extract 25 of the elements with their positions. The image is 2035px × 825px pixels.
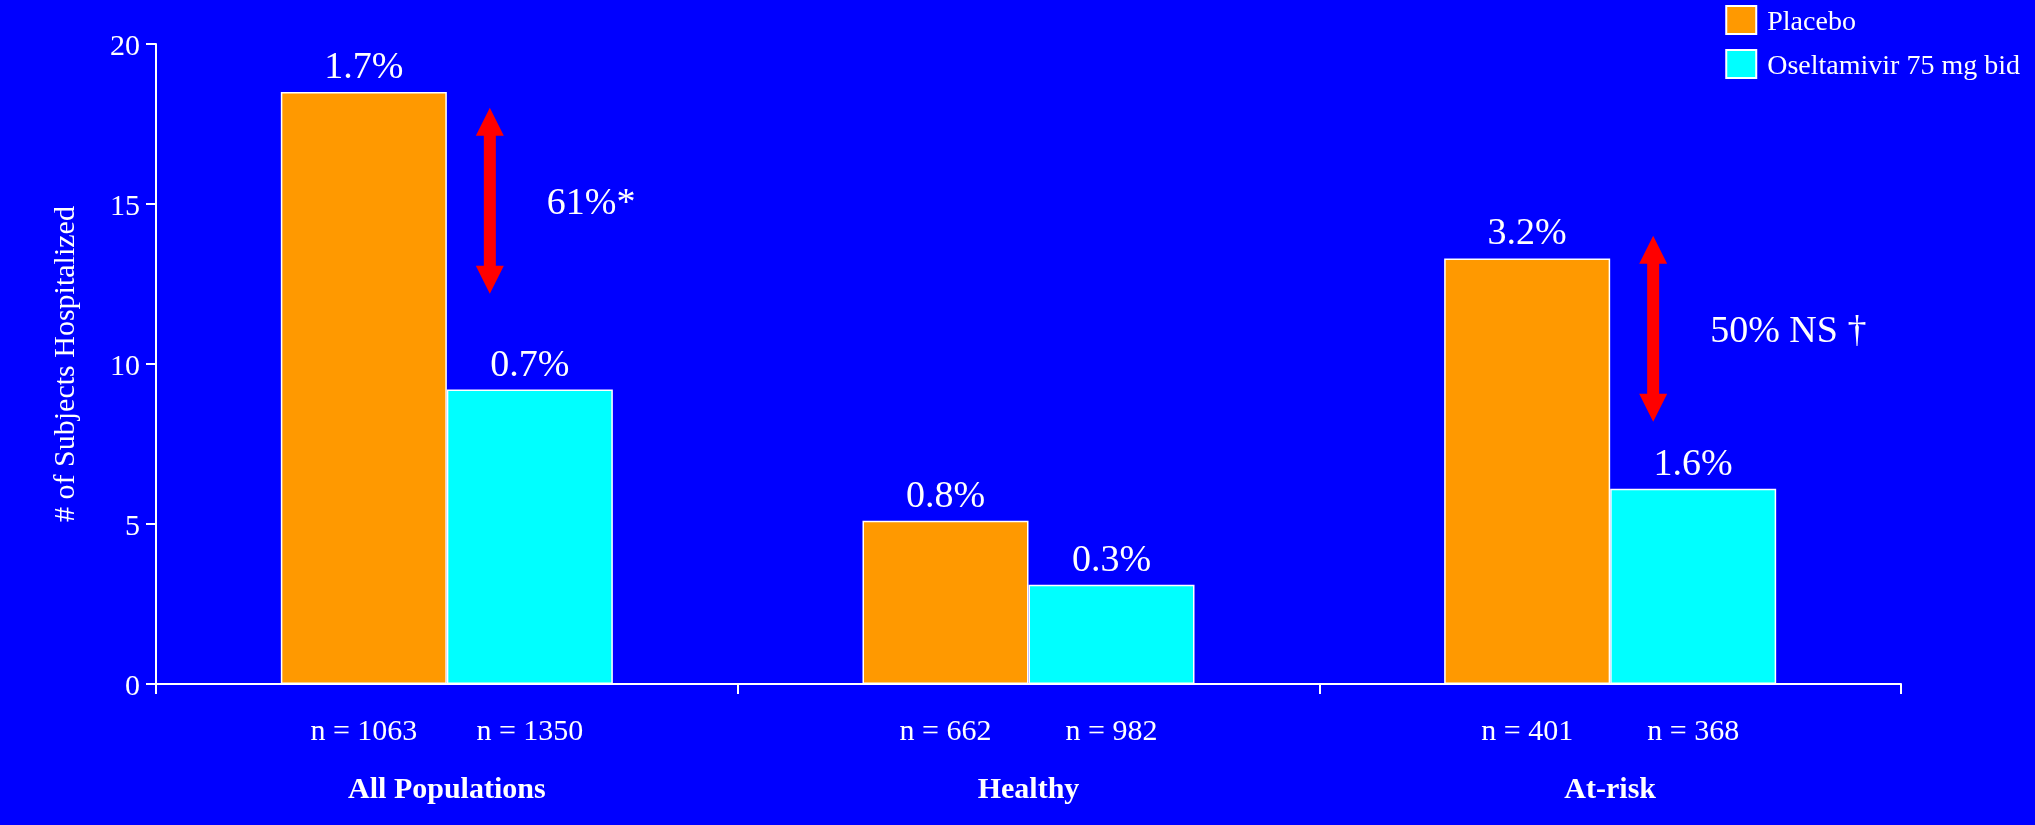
y-tick-label: 10 [110,347,140,381]
y-tick-label: 0 [125,667,140,701]
legend-label: Oseltamivir 75 mg bid [1767,48,2021,80]
y-tick-label: 15 [110,187,140,221]
annotation: 0.8% [905,472,986,515]
annotation: 3.2% [1487,210,1567,253]
x-tick-label: All Populations [348,770,546,804]
annotation: 1.7% [324,44,404,86]
annotation: 50% NS † [1710,307,1867,350]
text: n = 1063 [310,712,418,746]
annotation: 61%* [546,179,636,222]
text: n = 401 [1481,712,1574,746]
y-axis-title: # of Subjects Hospitalized [46,206,80,522]
legend-label: Placebo [1767,4,1856,36]
x-tick-label: At-risk [1564,770,1657,804]
text: n = 982 [1065,712,1158,746]
text: n = 662 [899,712,992,746]
text: n = 1350 [476,712,584,746]
annotation: 0.3% [1071,536,1152,579]
annotation: 0.7% [490,341,570,384]
annotation: 1.6% [1653,440,1733,483]
y-tick-label: 20 [110,27,140,61]
text: n = 368 [1647,712,1740,746]
y-tick-label: 5 [125,507,140,541]
x-tick-label: Healthy [977,770,1080,804]
